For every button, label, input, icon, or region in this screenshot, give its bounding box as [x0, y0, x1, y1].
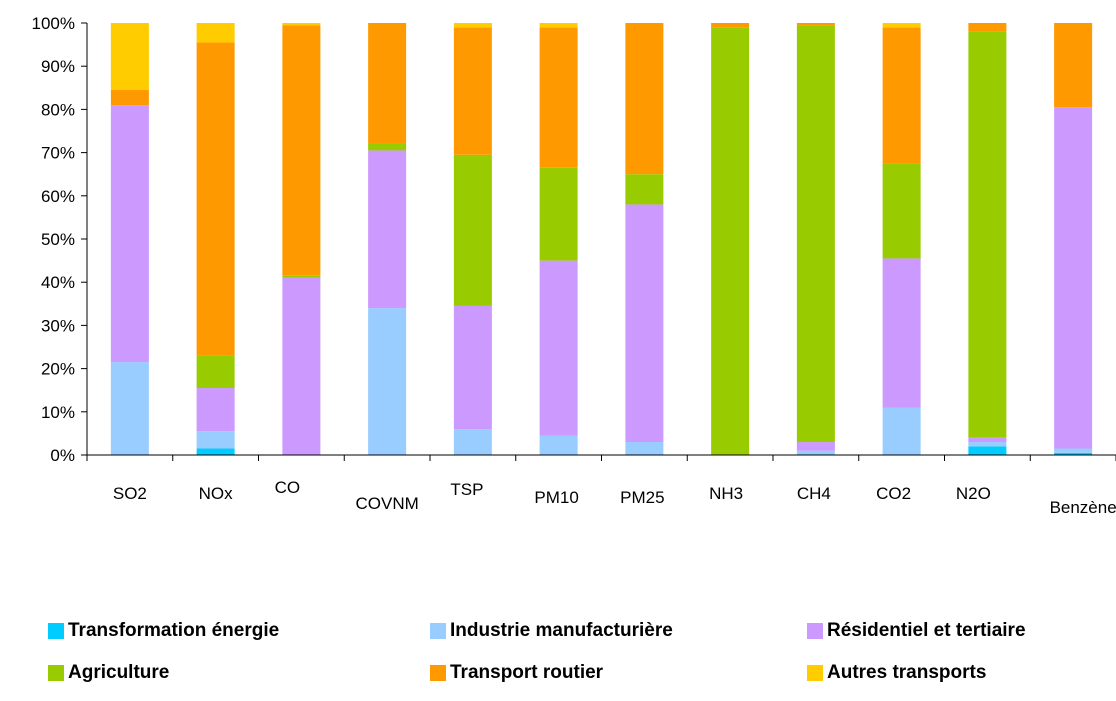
- legend-label: Transport routier: [450, 662, 604, 683]
- legend-label: Résidentiel et tertiaire: [827, 620, 1026, 641]
- y-tick-label: 30%: [41, 316, 75, 335]
- bar-segment: [110, 362, 149, 455]
- bar-segment: [711, 27, 750, 455]
- x-category-label: NOx: [199, 484, 234, 503]
- x-category-label: CO2: [876, 484, 911, 503]
- legend-item: Transport routier: [430, 662, 603, 684]
- bars: [110, 23, 1093, 455]
- legend-swatch: [807, 623, 823, 639]
- bar-segment: [882, 27, 921, 164]
- bar-segment: [796, 25, 835, 443]
- bar-segment: [282, 23, 321, 26]
- legend-label: Industrie manufacturière: [450, 620, 673, 641]
- x-category-label: Benzène: [1050, 498, 1116, 517]
- bar-segment: [968, 23, 1007, 32]
- legend-label: Autres transports: [827, 662, 987, 683]
- bar-segment: [539, 27, 578, 168]
- bar-segment: [968, 442, 1007, 447]
- bar-segment: [368, 143, 407, 151]
- bar-segment: [453, 429, 492, 455]
- bar-segment: [539, 260, 578, 436]
- legend-swatch: [430, 623, 446, 639]
- bar-segment: [110, 89, 149, 106]
- y-tick-label: 40%: [41, 273, 75, 292]
- bar-segment: [368, 308, 407, 455]
- x-axis: SO2 NOx CO COVNM TSP PM10 PM25 NH3 CH4 CO2 N2O Benz…: [86, 454, 1116, 517]
- bar-segment: [1054, 23, 1093, 108]
- y-tick-label: 10%: [41, 403, 75, 422]
- bar-segment: [882, 407, 921, 455]
- bar-segment: [453, 23, 492, 28]
- x-category-label: COVNM: [355, 494, 418, 513]
- legend-label: Transformation énergie: [68, 620, 280, 641]
- y-tick-label: 60%: [41, 187, 75, 206]
- y-tick-label: 20%: [41, 360, 75, 379]
- stacked-bar-chart: 0% 10% 20% 30% 40% 50% 60% 70% 80% 90% 100% SO2 NOx…: [32, 14, 1116, 517]
- bar-segment: [625, 174, 664, 205]
- legend-swatch: [807, 665, 823, 681]
- bar-segment: [796, 442, 835, 451]
- y-tick-label: 90%: [41, 57, 75, 76]
- bar-segment: [110, 23, 149, 90]
- x-category-label: NH3: [709, 484, 743, 503]
- legend-swatch: [430, 665, 446, 681]
- x-category-label: SO2: [113, 484, 147, 503]
- bar-segment: [282, 25, 321, 276]
- bar-segment: [968, 446, 1007, 455]
- bar-segment: [1054, 107, 1093, 449]
- bar-segment: [282, 277, 321, 455]
- x-category-label: CO: [275, 478, 301, 497]
- x-category-label: N2O: [956, 484, 991, 503]
- bar-segment: [196, 431, 235, 449]
- bar-segment: [539, 23, 578, 28]
- y-tick-label: 80%: [41, 100, 75, 119]
- legend-item: Autres transports: [807, 662, 986, 684]
- bar-segment: [539, 167, 578, 261]
- bar-segment: [625, 442, 664, 455]
- bar-segment: [368, 23, 407, 144]
- bar-segment: [196, 355, 235, 389]
- legend-item: Agriculture: [48, 662, 169, 684]
- x-category-label: TSP: [450, 480, 483, 499]
- bar-segment: [796, 23, 835, 26]
- y-tick-label: 50%: [41, 230, 75, 249]
- bar-segment: [539, 435, 578, 455]
- bar-segment: [196, 23, 235, 43]
- bar-segment: [882, 23, 921, 28]
- y-tick-label: 70%: [41, 144, 75, 163]
- bar-segment: [453, 305, 492, 430]
- bar-segment: [368, 150, 407, 309]
- bar-segment: [196, 448, 235, 455]
- legend-swatch: [48, 623, 64, 639]
- x-category-label: PM10: [534, 488, 578, 507]
- bar-segment: [196, 388, 235, 432]
- legend-item: Industrie manufacturière: [430, 620, 673, 642]
- y-tick-label: 0%: [50, 446, 75, 465]
- y-tick-label: 100%: [32, 14, 75, 33]
- bar-segment: [968, 31, 1007, 438]
- bar-segment: [453, 154, 492, 306]
- legend-item: Résidentiel et tertiaire: [807, 620, 1026, 642]
- legend-label: Agriculture: [68, 662, 170, 683]
- bar-segment: [282, 275, 321, 278]
- bar-segment: [453, 27, 492, 155]
- bar-segment: [882, 258, 921, 408]
- bar-segment: [711, 23, 750, 28]
- x-category-label: CH4: [797, 484, 831, 503]
- bar-segment: [625, 204, 664, 443]
- y-axis: 0% 10% 20% 30% 40% 50% 60% 70% 80% 90% 100%: [32, 14, 88, 465]
- x-category-label: PM25: [620, 488, 664, 507]
- bar-segment: [796, 450, 835, 455]
- bar-segment: [1054, 452, 1093, 455]
- bar-segment: [625, 23, 664, 175]
- bar-segment: [1054, 448, 1093, 453]
- legend-swatch: [48, 665, 64, 681]
- bar-segment: [110, 105, 149, 363]
- bar-segment: [196, 42, 235, 356]
- legend-item: Transformation énergie: [48, 620, 279, 642]
- legend: Transformation énergie Industrie manufact…: [0, 620, 1116, 700]
- bar-segment: [968, 437, 1007, 443]
- bar-segment: [882, 163, 921, 259]
